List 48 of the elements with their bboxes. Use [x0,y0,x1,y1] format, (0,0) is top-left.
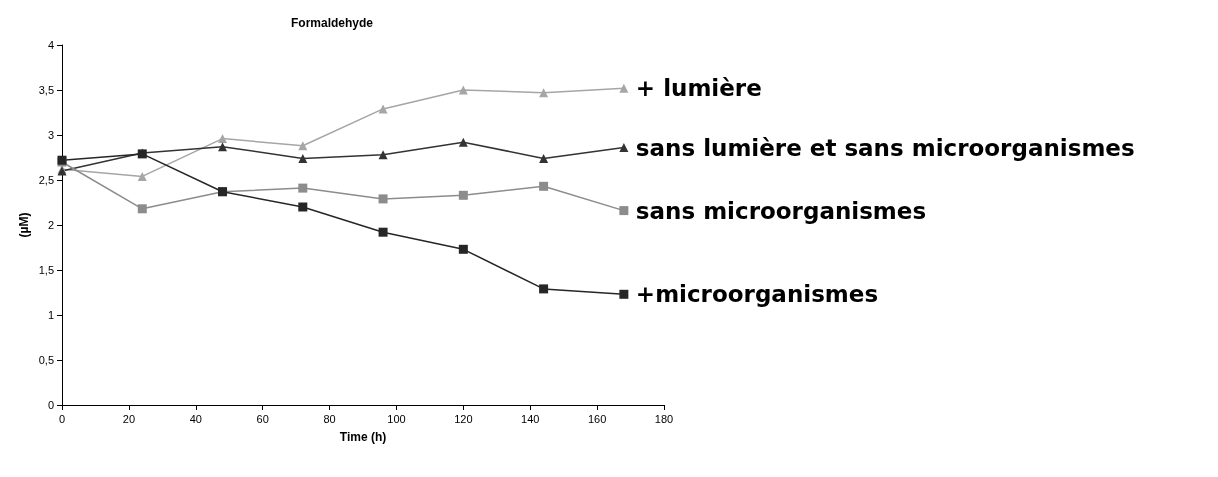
y-tick-label: 3 [47,129,54,141]
point [458,244,468,254]
point [378,150,388,160]
point [539,181,549,191]
y-tick-label: 2,5 [38,174,54,186]
x-tick-label: 120 [454,412,473,425]
x-tick-label: 60 [256,412,269,425]
x-tick-label: 160 [587,412,607,425]
y-tick-label: 2 [47,219,54,231]
point [137,171,147,181]
series-label: sans lumière et sans microorganismes [635,134,1135,161]
point [539,88,549,98]
x-tick-label: 140 [521,412,540,425]
series-label: +microorganismes [635,281,879,308]
point [378,194,388,204]
series-label: + lumière [635,75,762,102]
point [539,153,549,163]
point [619,206,629,216]
point [298,153,308,163]
point [137,204,147,214]
point [619,289,629,299]
point [298,183,308,193]
y-axis-title: (µM) [17,212,31,238]
point [458,190,468,200]
y-tick-label: 0,5 [38,354,54,366]
series-label: sans microorganismes [635,197,927,224]
point [378,227,388,237]
x-tick-label: 180 [654,412,674,425]
point [619,143,629,153]
point [458,85,468,95]
point [298,202,308,212]
point [218,134,228,144]
y-tick-label: 4 [47,39,54,51]
x-tick-label: 20 [122,412,136,425]
point [458,137,468,147]
x-tick-label: 80 [323,412,336,425]
y-tick-label: 0 [47,399,54,411]
y-tick-label: 1 [47,309,54,321]
x-tick-label: 40 [189,412,202,425]
y-tick-label: 1,5 [38,264,54,276]
x-axis-title: Time (h) [339,430,387,444]
point [218,142,228,152]
y-tick-label: 3,5 [38,84,54,96]
point [619,83,629,93]
x-tick-label: 100 [387,412,406,425]
chart-title: Formaldehyde [290,16,374,30]
point [539,284,549,294]
x-tick-label: 0 [58,412,66,425]
